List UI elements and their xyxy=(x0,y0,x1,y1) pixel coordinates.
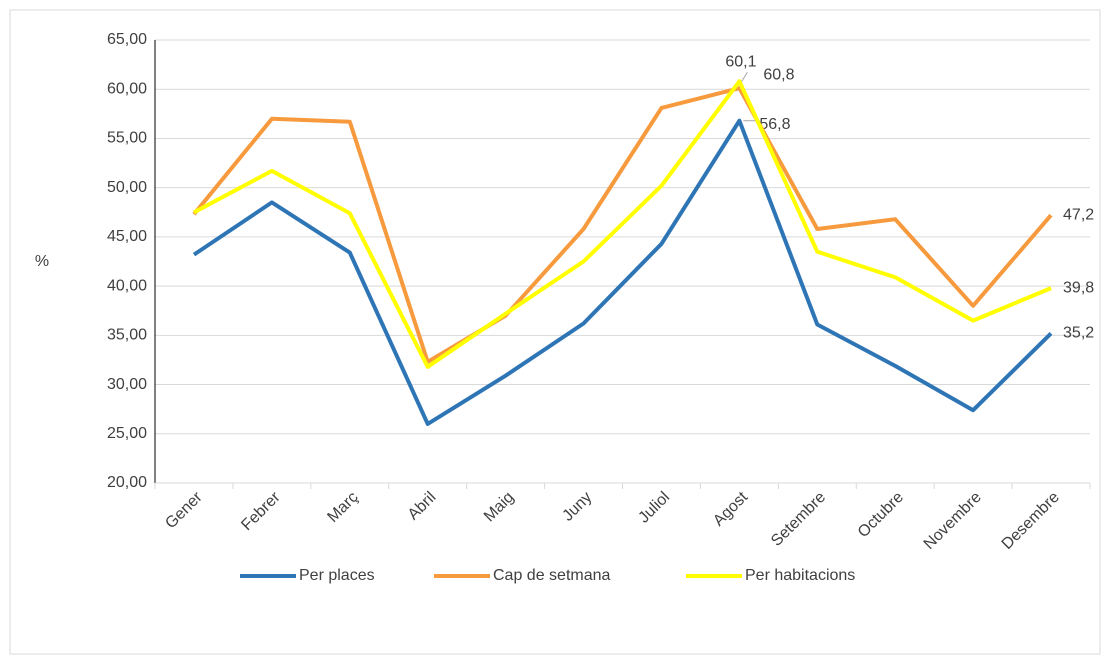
data-label: 56,8 xyxy=(759,116,790,133)
y-tick-label: 25,00 xyxy=(107,425,147,442)
y-tick-label: 35,00 xyxy=(107,327,147,344)
series-line xyxy=(192,86,1053,364)
y-tick-label: 20,00 xyxy=(107,474,147,491)
legend-label: Per habitacions xyxy=(745,567,855,584)
legend-label: Cap de setmana xyxy=(493,567,611,584)
data-label: 60,8 xyxy=(763,67,794,84)
series-line xyxy=(193,79,1052,369)
data-label: 39,8 xyxy=(1063,279,1094,296)
y-tick-label: 30,00 xyxy=(107,376,147,393)
y-axis-label: % xyxy=(35,253,49,270)
y-tick-label: 65,00 xyxy=(107,31,147,48)
y-tick-label: 60,00 xyxy=(107,80,147,97)
data-label: 60,1 xyxy=(725,53,756,70)
data-label: 35,2 xyxy=(1063,325,1094,342)
y-tick-label: 45,00 xyxy=(107,228,147,245)
y-tick-label: 55,00 xyxy=(107,130,147,147)
y-tick-label: 50,00 xyxy=(107,179,147,196)
data-label: 47,2 xyxy=(1063,206,1094,223)
series-line xyxy=(192,118,1053,426)
y-tick-label: 40,00 xyxy=(107,277,147,294)
chart-frame xyxy=(9,9,1101,655)
legend-label: Per places xyxy=(299,567,375,584)
